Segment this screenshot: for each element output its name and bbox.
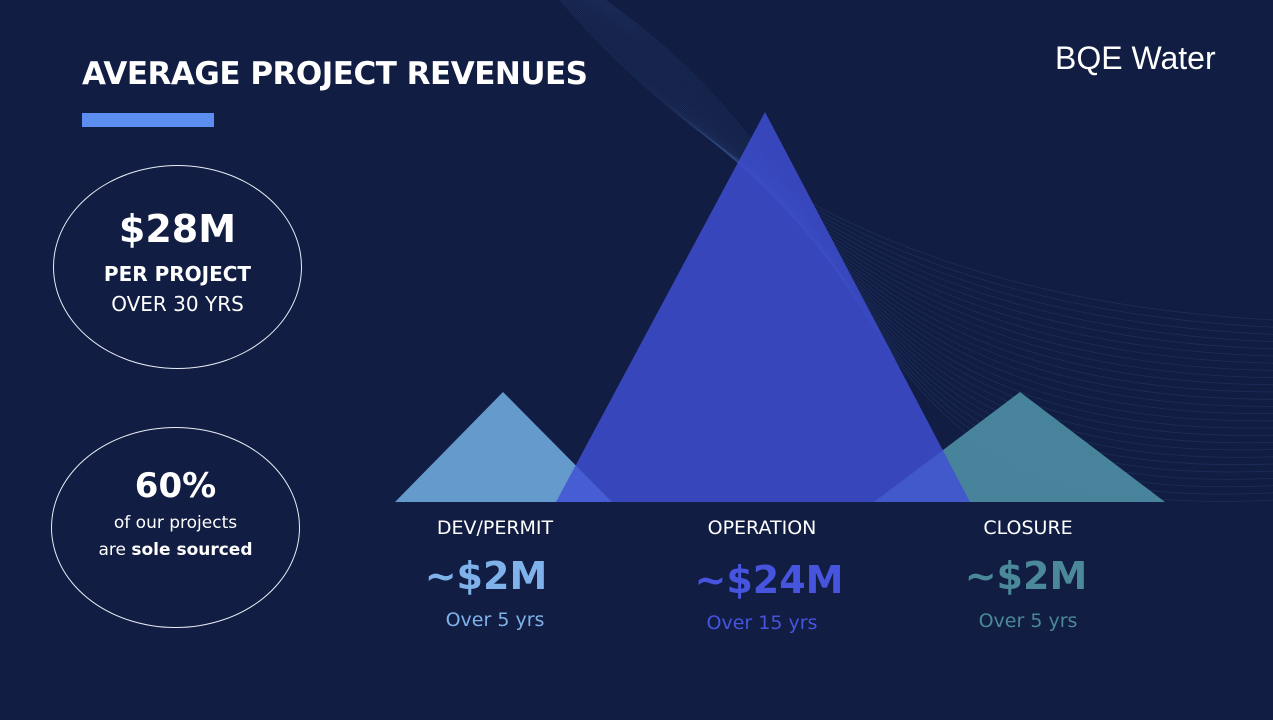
background-wave-line [579,0,1273,400]
phase-duration-dev: Over 5 yrs [445,609,545,631]
background-wave-line [588,0,1273,436]
stat-total-line2: PER PROJECT [103,262,252,286]
chart-mark-dev-permit [395,392,612,502]
background-wave-line [561,0,1273,328]
stat-total-value: $28M [118,207,237,251]
background-wave-line [593,0,1273,458]
background-wave-line [590,0,1273,444]
phase-value-dev: ~$2M [424,554,548,598]
phase-value-closure: ~$2M [964,554,1088,598]
background-wave-line [570,0,1273,364]
background-wave-line [584,0,1273,422]
chart-mark-operation [556,112,970,502]
background-wave-line [577,0,1273,393]
brand-logo: BQE Water [1055,40,1216,76]
stat-sole-value: 60% [134,466,217,506]
background-wave-line [572,0,1273,371]
background-wave-line [583,0,1273,415]
page-title: AVERAGE PROJECT REVENUES [82,56,588,92]
stat-sole-line3-pre: are [98,540,132,560]
background-wave-line [581,0,1273,407]
stat-sole-sourced: 60% of our projects are sole sourced [51,427,300,628]
background-wave-line [575,0,1273,386]
phase-duration-operation: Over 15 yrs [706,612,818,634]
stat-sole-line3: are sole sourced [52,540,299,560]
stat-total-line3: OVER 30 YRS [111,292,244,316]
background-wave-line [559,0,1273,321]
stat-total-revenue: $28M PER PROJECT OVER 30 YRS [53,165,302,369]
background-wave-line [565,0,1273,342]
phase-label-operation: OPERATION [707,517,817,539]
phase-duration-closure: Over 5 yrs [978,610,1078,632]
stat-sole-line2: of our projects [113,513,238,533]
background-wave-line [563,0,1273,335]
phase-label-closure: CLOSURE [983,517,1073,539]
stat-sole-line3-bold: sole sourced [131,540,253,560]
background-wave-line [586,0,1273,429]
background-wave-line [568,0,1273,357]
background-wave-line [566,0,1273,350]
phase-value-operation: ~$24M [694,558,844,602]
background-wave-line [574,0,1273,378]
phase-label-dev: DEV/PERMIT [436,517,554,539]
background-wave-line [592,0,1273,451]
title-underline [82,113,214,127]
background-wave-line [595,0,1273,466]
